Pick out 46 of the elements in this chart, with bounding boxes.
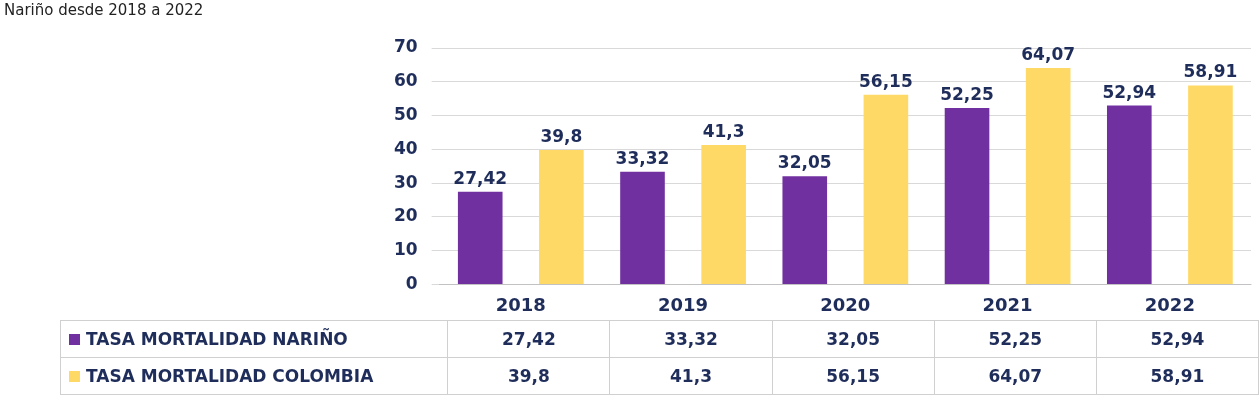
text: 33,32 bbox=[615, 147, 670, 168]
text: 27,42 bbox=[453, 167, 508, 188]
text: 41,3 bbox=[702, 120, 745, 141]
data-label: 52,94 bbox=[1096, 320, 1259, 358]
text: 64,07 bbox=[1021, 43, 1076, 64]
text: 58,91 bbox=[1183, 61, 1238, 82]
data-label: 32,05 bbox=[772, 320, 935, 358]
data-label: 58,91 bbox=[1096, 357, 1259, 395]
x-tick-label: 2020 bbox=[820, 293, 871, 315]
data-label: 56,15 bbox=[772, 357, 935, 395]
text: 32,05 bbox=[777, 152, 832, 173]
bar bbox=[1188, 85, 1233, 284]
y-tick-label: 20 bbox=[393, 205, 418, 226]
bar bbox=[782, 176, 828, 284]
data-label: 27,42 bbox=[447, 320, 610, 358]
y-tick-label: 10 bbox=[393, 239, 418, 260]
data-label: 41,3 bbox=[609, 357, 773, 395]
legend-label: TASA MORTALIDAD COLOMBIA bbox=[60, 357, 448, 395]
y-tick-label: 30 bbox=[393, 171, 418, 192]
x-tick-label: 2019 bbox=[658, 293, 709, 315]
bar bbox=[701, 144, 746, 284]
bar bbox=[863, 94, 909, 284]
x-tick-label: 2021 bbox=[982, 293, 1033, 315]
bar bbox=[1025, 68, 1071, 284]
data-label: 33,32 bbox=[609, 320, 773, 358]
text: 52,25 bbox=[940, 83, 994, 104]
legend-label: TASA MORTALIDAD NARIÑO bbox=[60, 320, 448, 358]
y-tick-label: 0 bbox=[405, 272, 418, 293]
bar bbox=[457, 191, 503, 284]
bar bbox=[620, 171, 665, 284]
bar bbox=[539, 149, 584, 284]
y-tick-label: 70 bbox=[393, 36, 418, 57]
bar bbox=[944, 107, 990, 284]
text: Nariño desde 2018 a 2022 bbox=[3, 0, 205, 20]
bar bbox=[1106, 105, 1152, 284]
y-tick-label: 50 bbox=[393, 103, 418, 124]
data-label: 64,07 bbox=[934, 357, 1097, 395]
y-tick-label: 40 bbox=[393, 137, 418, 158]
x-tick-label: 2018 bbox=[495, 293, 546, 315]
text: 39,8 bbox=[540, 125, 583, 146]
data-label: 39,8 bbox=[447, 357, 610, 395]
text: 56,15 bbox=[859, 70, 913, 91]
x-tick-label: 2022 bbox=[1144, 293, 1195, 315]
y-tick-label: 60 bbox=[393, 70, 418, 91]
text: 52,94 bbox=[1102, 81, 1157, 102]
data-label: 52,25 bbox=[934, 320, 1097, 358]
